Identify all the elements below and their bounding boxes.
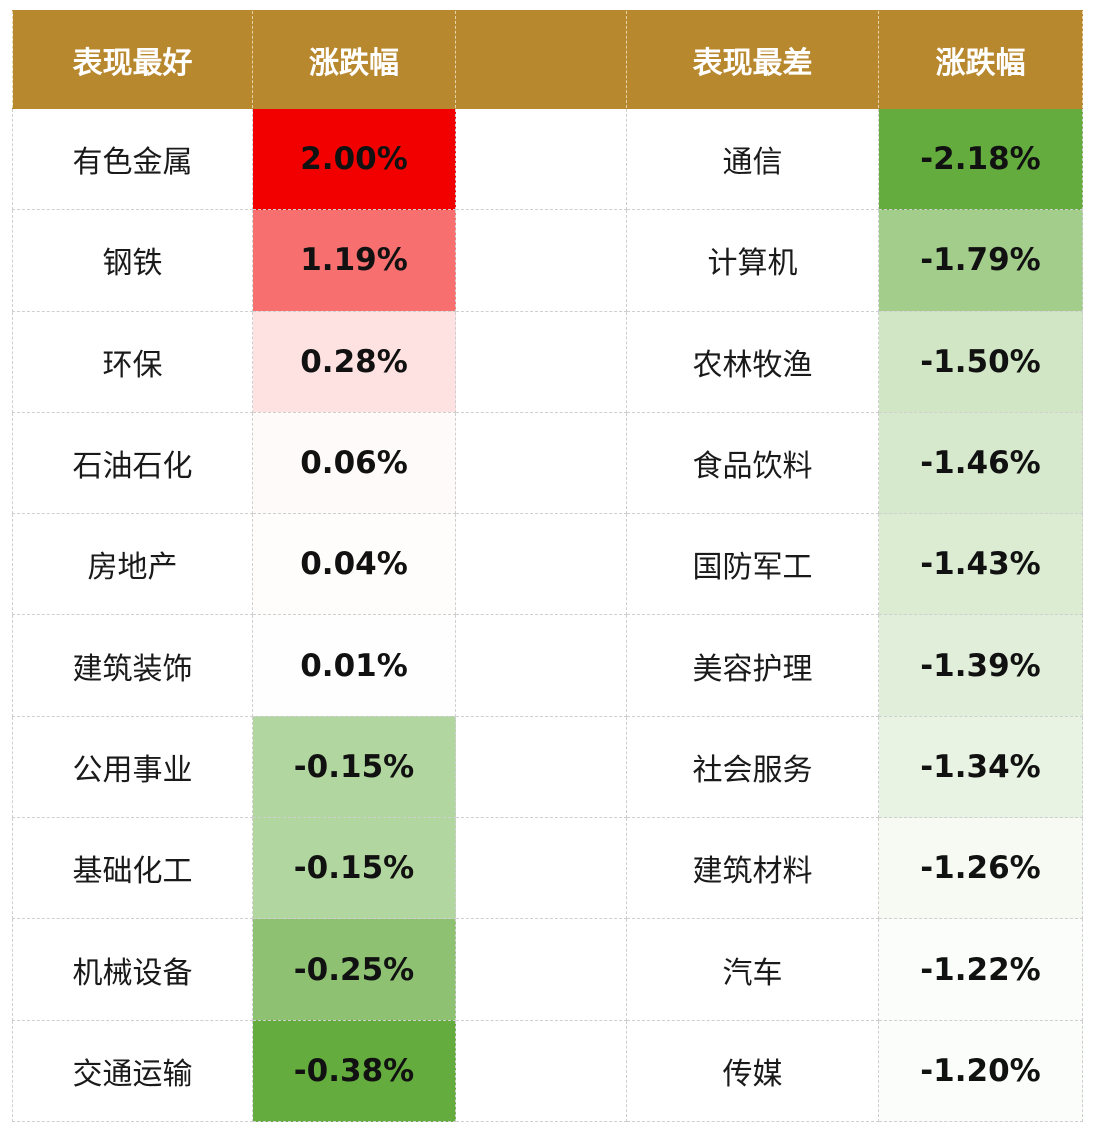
best-sector-name: 基础化工 [12,817,253,920]
worst-sector-header: 表现最差 [626,10,879,109]
table-row: 交通运输 -0.38% 传媒 -1.20% [12,1019,1083,1123]
spacer-cell [455,411,627,515]
best-sector-change: -0.38% [252,1019,456,1123]
best-sector-name: 交通运输 [12,1019,253,1123]
table-row: 房地产 0.04% 国防军工 -1.43% [12,513,1083,616]
worst-sector-change: -1.34% [878,715,1083,819]
best-sector-name: 石油石化 [12,411,253,515]
best-sector-name: 机械设备 [12,918,253,1021]
table-body: 有色金属 2.00% 通信 -2.18% 钢铁 1.19% 计算机 -1.79% 环保 0.28%… [12,107,1083,1123]
best-sector-change: 1.19% [252,209,456,312]
spacer-cell [455,918,627,1021]
best-sector-change: 2.00% [252,107,456,211]
table-row: 机械设备 -0.25% 汽车 -1.22% [12,918,1083,1021]
best-sector-change: -0.15% [252,715,456,819]
worst-sector-name: 社会服务 [626,715,879,819]
worst-sector-name: 建筑材料 [626,817,879,920]
worst-sector-change: -1.43% [878,513,1083,616]
spacer-cell [455,107,627,211]
spacer-cell [455,1019,627,1123]
best-sector-name: 公用事业 [12,715,253,819]
best-sector-change: 0.06% [252,411,456,515]
worst-sector-change: -1.39% [878,614,1083,717]
header-row: 表现最好 涨跌幅 表现最差 涨跌幅 [12,10,1083,109]
worst-sector-change: -1.20% [878,1019,1083,1123]
worst-sector-name: 食品饮料 [626,411,879,515]
table-row: 石油石化 0.06% 食品饮料 -1.46% [12,411,1083,515]
table-row: 公用事业 -0.15% 社会服务 -1.34% [12,715,1083,819]
best-sector-name: 环保 [12,310,253,413]
worst-sector-name: 计算机 [626,209,879,312]
worst-change-header: 涨跌幅 [878,10,1083,109]
spacer-header [455,10,627,109]
best-sector-change: -0.15% [252,817,456,920]
worst-sector-change: -1.46% [878,411,1083,515]
table-row: 基础化工 -0.15% 建筑材料 -1.26% [12,817,1083,920]
best-sector-change: 0.28% [252,310,456,413]
best-sector-change: 0.01% [252,614,456,717]
worst-sector-name: 美容护理 [626,614,879,717]
spacer-cell [455,310,627,413]
spacer-cell [455,513,627,616]
worst-sector-change: -2.18% [878,107,1083,211]
spacer-cell [455,614,627,717]
worst-sector-change: -1.26% [878,817,1083,920]
best-change-header: 涨跌幅 [252,10,456,109]
worst-sector-name: 国防军工 [626,513,879,616]
table-row: 建筑装饰 0.01% 美容护理 -1.39% [12,614,1083,717]
worst-sector-change: -1.50% [878,310,1083,413]
best-sector-name: 建筑装饰 [12,614,253,717]
spacer-cell [455,715,627,819]
worst-sector-name: 汽车 [626,918,879,1021]
best-sector-name: 房地产 [12,513,253,616]
worst-sector-name: 通信 [626,107,879,211]
best-sector-change: 0.04% [252,513,456,616]
table-row: 有色金属 2.00% 通信 -2.18% [12,107,1083,211]
table-row: 环保 0.28% 农林牧渔 -1.50% [12,310,1083,413]
best-sector-name: 有色金属 [12,107,253,211]
worst-sector-name: 农林牧渔 [626,310,879,413]
worst-sector-change: -1.79% [878,209,1083,312]
worst-sector-change: -1.22% [878,918,1083,1021]
spacer-cell [455,209,627,312]
sector-performance-table: 表现最好 涨跌幅 表现最差 涨跌幅 有色金属 2.00% 通信 -2.18% 钢铁 1.1… [12,10,1083,1123]
best-sector-name: 钢铁 [12,209,253,312]
worst-sector-name: 传媒 [626,1019,879,1123]
table-row: 钢铁 1.19% 计算机 -1.79% [12,209,1083,312]
best-sector-header: 表现最好 [12,10,253,109]
spacer-cell [455,817,627,920]
best-sector-change: -0.25% [252,918,456,1021]
